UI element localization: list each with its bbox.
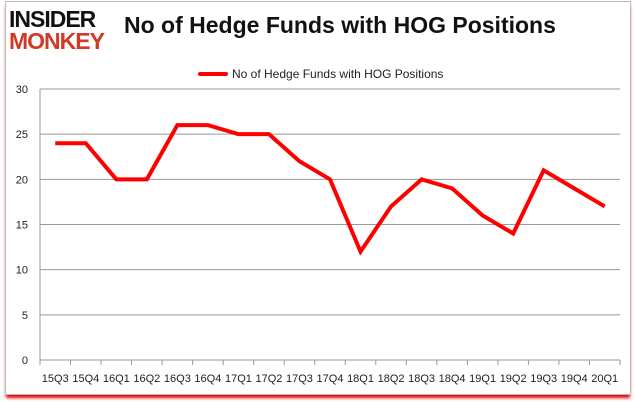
y-tick-label: 15 [16, 220, 28, 232]
x-tick-label: 17Q4 [317, 373, 344, 385]
x-tick-label: 19Q2 [500, 373, 527, 385]
chart-frame [5, 1, 631, 395]
x-tick-label: 19Q4 [561, 373, 588, 385]
x-tick-label: 18Q1 [347, 373, 374, 385]
insider-monkey-logo: INSIDER MONKEY [9, 6, 105, 54]
x-tick-label: 19Q3 [530, 373, 557, 385]
x-tick-label: 17Q1 [225, 373, 252, 385]
y-tick-label: 25 [16, 129, 28, 141]
x-tick-label: 16Q4 [194, 373, 221, 385]
x-tick-label: 18Q2 [378, 373, 405, 385]
x-tick-label: 20Q1 [591, 373, 618, 385]
x-tick-label: 17Q2 [255, 373, 282, 385]
x-tick-label: 19Q1 [469, 373, 496, 385]
y-tick-label: 0 [22, 355, 28, 367]
legend: No of Hedge Funds with HOG Positions [198, 67, 443, 81]
series-line [55, 123, 606, 256]
x-tick-label: 16Q1 [103, 373, 130, 385]
x-tick-label: 15Q4 [72, 373, 99, 385]
legend-swatch [198, 72, 228, 76]
chart-title: No of Hedge Funds with HOG Positions [124, 12, 556, 38]
y-tick-label: 5 [22, 310, 28, 322]
x-tick-label: 16Q2 [133, 373, 160, 385]
x-tick-label: 18Q4 [439, 373, 466, 385]
y-tick-label: 10 [16, 265, 28, 277]
x-tick-label: 17Q3 [286, 373, 313, 385]
legend-label: No of Hedge Funds with HOG Positions [232, 67, 444, 81]
logo-line1: INSIDER [9, 6, 96, 32]
y-tick-label: 30 [16, 84, 28, 96]
logo-line2: MONKEY [9, 28, 105, 54]
y-tick-label: 20 [16, 174, 28, 186]
x-tick-label: 16Q3 [164, 373, 191, 385]
x-tick-label: 15Q3 [42, 373, 69, 385]
x-tick-label: 18Q3 [408, 373, 435, 385]
